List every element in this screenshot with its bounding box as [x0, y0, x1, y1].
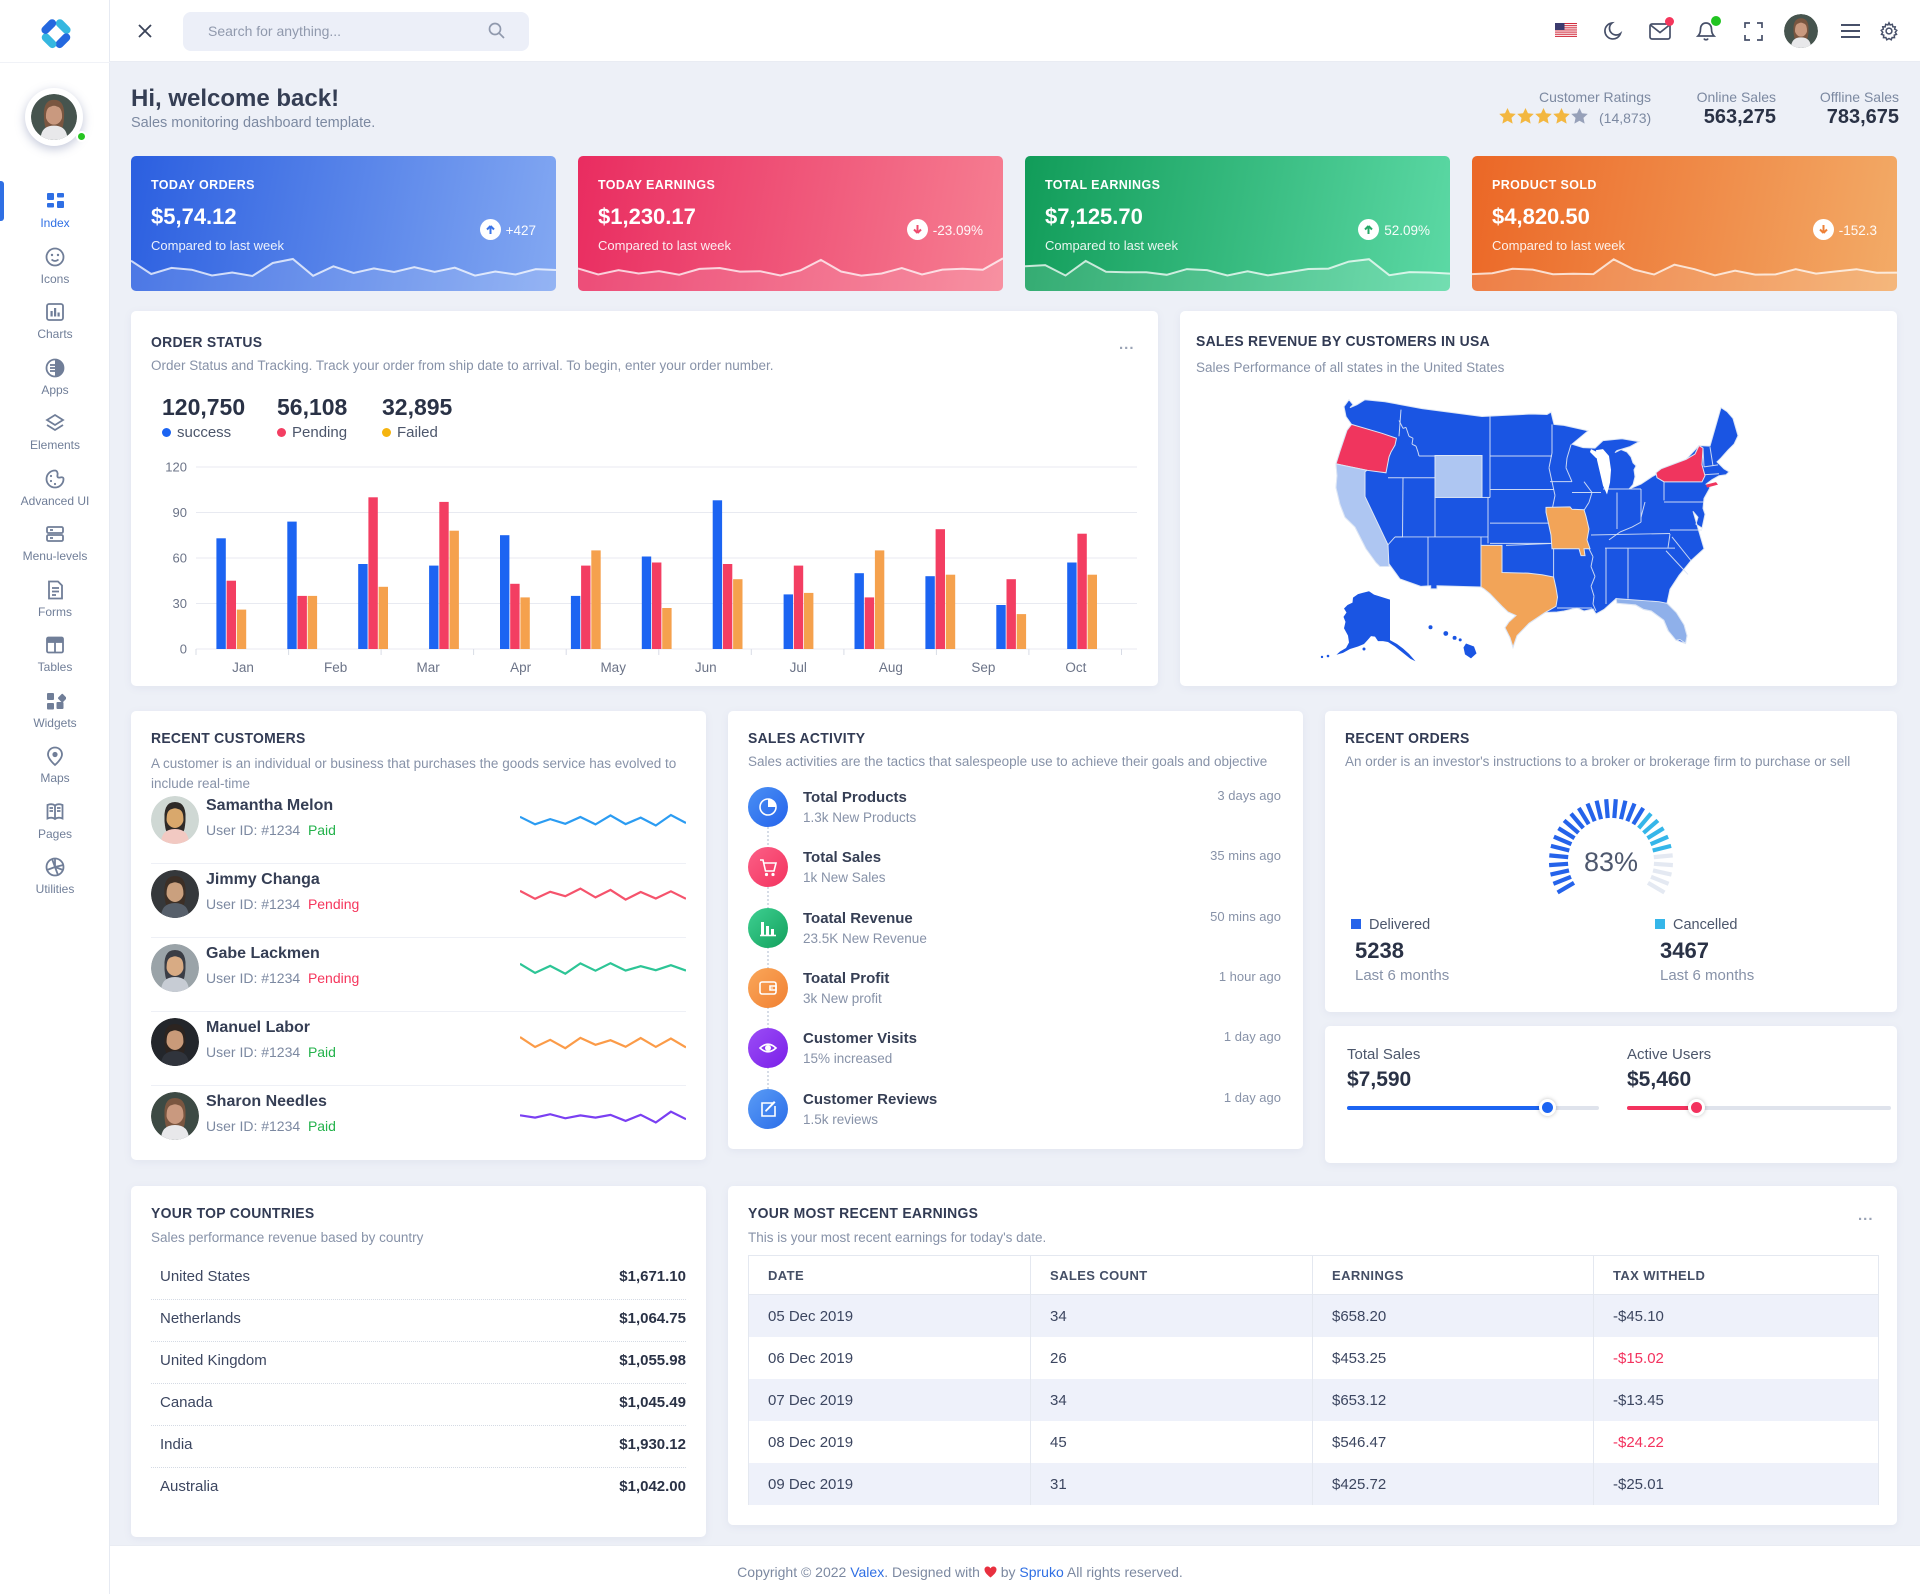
svg-text:83%: 83% [1584, 847, 1638, 877]
svg-text:Mar: Mar [416, 660, 440, 675]
svg-text:Jun: Jun [695, 660, 717, 675]
svg-text:90: 90 [173, 505, 187, 520]
svg-text:Aug: Aug [879, 660, 903, 675]
svg-text:60: 60 [173, 551, 187, 566]
svg-text:Jul: Jul [790, 660, 807, 675]
svg-text:Sep: Sep [971, 660, 995, 675]
svg-text:0: 0 [180, 642, 187, 657]
svg-text:Jan: Jan [232, 660, 254, 675]
svg-text:120: 120 [165, 460, 187, 475]
svg-text:Apr: Apr [510, 660, 532, 675]
svg-text:Oct: Oct [1065, 660, 1086, 675]
svg-text:May: May [600, 660, 626, 675]
svg-text:30: 30 [173, 596, 187, 611]
svg-text:Feb: Feb [324, 660, 347, 675]
